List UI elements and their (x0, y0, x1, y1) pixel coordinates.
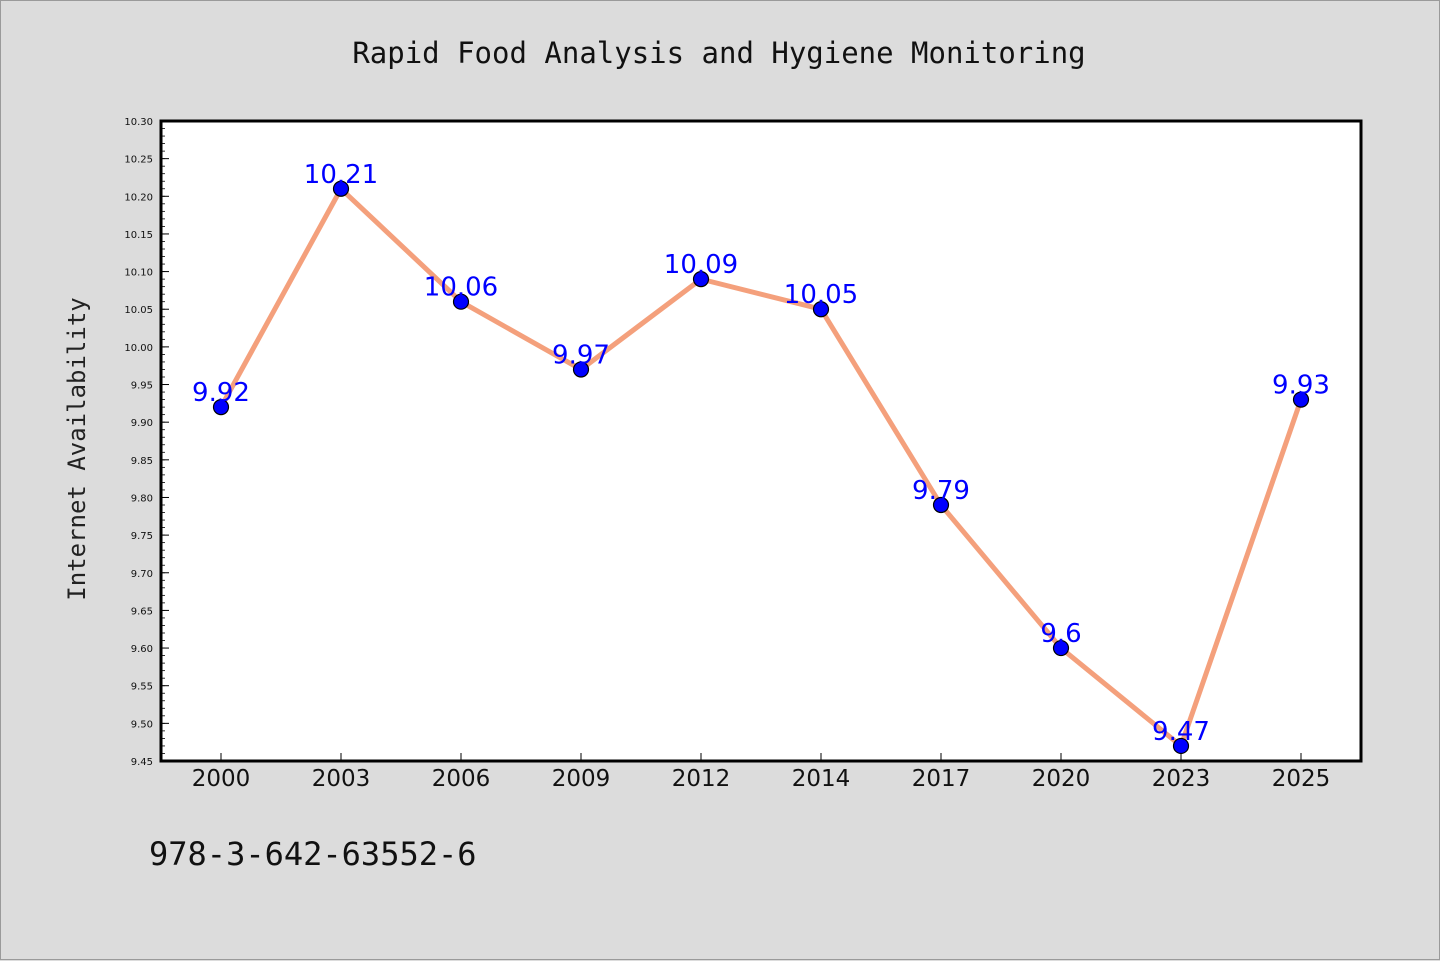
x-tick-label: 2017 (912, 766, 971, 792)
data-label: 9.79 (912, 476, 970, 506)
data-point (212, 399, 230, 416)
x-tick-label: 2006 (432, 766, 491, 792)
y-tick-label: 9.60 (131, 644, 153, 655)
x-tick-label: 2020 (1032, 766, 1091, 792)
data-label: 9.97 (552, 340, 610, 370)
y-tick-label: 10.30 (124, 117, 153, 128)
plot-area (159, 119, 1363, 763)
y-tick-label: 9.80 (131, 493, 153, 504)
y-tick-label: 9.70 (131, 569, 153, 580)
series-layer: 9.92 10.21 10.06 9.97 10.09 10.05 9.79 9.6 9.47 9… (192, 160, 1330, 755)
data-point (932, 496, 950, 514)
data-label: 10.21 (304, 160, 378, 190)
data-point (332, 180, 350, 197)
isbn-footer: 978-3-642-63552-6 (149, 835, 477, 873)
x-tick-label: 2012 (672, 766, 731, 792)
y-tick-label: 10.10 (124, 268, 153, 279)
y-tick-label: 10.25 (124, 155, 153, 166)
y-tick-label: 9.95 (131, 381, 153, 392)
data-label: 10.05 (784, 280, 858, 310)
data-label: 10.09 (664, 250, 738, 280)
x-tick-label: 2009 (552, 766, 611, 792)
y-tick-label: 10.05 (124, 305, 153, 316)
data-label: 10.06 (424, 273, 498, 303)
data-label: 9.47 (1152, 717, 1210, 747)
y-axis-label: Internet Availability (63, 297, 91, 600)
x-tick-label: 2014 (792, 766, 851, 792)
y-tick-label: 9.45 (131, 757, 153, 768)
data-point (1292, 391, 1310, 408)
y-tick-label: 10.00 (124, 343, 153, 354)
data-label: 9.92 (192, 378, 250, 408)
data-point (452, 293, 470, 310)
data-point (812, 301, 830, 318)
x-tick-label: 2025 (1272, 766, 1331, 792)
data-label: 9.93 (1272, 371, 1330, 401)
y-tick-label: 9.90 (131, 418, 153, 429)
y-tick-label: 9.50 (131, 719, 153, 730)
y-tick-label: 9.65 (131, 606, 153, 617)
x-tick-label: 2023 (1152, 766, 1211, 792)
y-axis-ticks: 9.45 9.50 9.55 9.60 9.65 9.70 9.75 9.80 9.85 9.90… (124, 117, 169, 768)
x-tick-label: 2000 (192, 766, 251, 792)
x-tick-label: 2003 (312, 766, 371, 792)
data-point (1172, 737, 1190, 755)
y-tick-label: 9.85 (131, 456, 153, 467)
x-axis-ticks: 2000 2003 2006 2009 2012 2014 2017 2020 2023 2025 (192, 753, 1331, 792)
data-point (572, 361, 590, 378)
y-tick-label: 9.75 (131, 531, 153, 542)
y-tick-label: 10.15 (124, 230, 153, 241)
data-point (1052, 639, 1070, 657)
data-point (692, 271, 710, 288)
data-label: 9.6 (1040, 619, 1081, 649)
series-line (218, 186, 1304, 749)
y-tick-label: 10.20 (124, 192, 153, 203)
y-tick-label: 9.55 (131, 682, 153, 693)
chart-title: Rapid Food Analysis and Hygiene Monitori… (352, 36, 1085, 70)
